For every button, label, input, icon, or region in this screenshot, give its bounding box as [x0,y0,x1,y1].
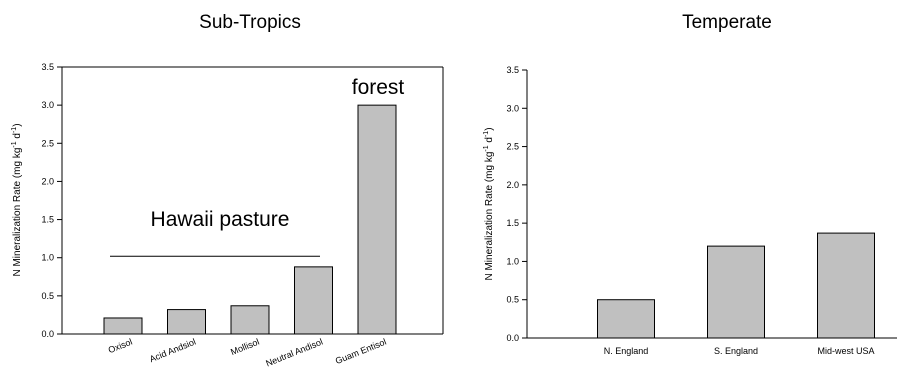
subtropics-ytick-label: 0.0 [41,329,54,339]
temperate-title: Temperate [682,12,772,33]
subtropics-bar [230,305,270,335]
subtropics-ytick-label: 1.0 [41,253,54,263]
subtropics-ytick-label: 3.0 [41,100,54,110]
subtropics-y-label: N Mineralization Rate (mg kg-1 d-1) [11,123,23,276]
subtropics-bar [167,309,206,335]
subtropics-category-label: Mollisol [229,337,261,358]
subtropics-ytick-label: 1.5 [41,215,54,225]
temperate-category-label: N. England [604,346,649,356]
hawaii-pasture-annotation: Hawaii pasture [151,208,290,231]
subtropics-category-label: Guam Entisol [334,337,388,367]
subtropics-ytick-label: 0.5 [41,291,54,301]
temperate-category-label: S. England [714,346,758,356]
subtropics-ytick-label: 3.5 [41,62,54,72]
temperate-ytick-label: 3.0 [506,103,519,113]
subtropics-category-label: Neutral Andisol [264,337,324,369]
subtropics-chart: Sub-Tropics 0.0 0.5 1.0 1.5 2.0 2.5 3.0 3.5 Oxi… [11,12,444,369]
temperate-bar [707,245,765,339]
temperate-bar [597,299,655,339]
temperate-ytick-label: 1.5 [506,218,519,228]
subtropics-bar [357,104,397,335]
subtropics-bar [103,317,143,335]
temperate-ytick-label: 0.0 [506,333,519,343]
subtropics-bar [294,266,333,335]
subtropics-category-label: Oxisol [107,337,134,356]
temperate-ytick-label: 3.5 [506,65,519,75]
temperate-ytick-label: 1.0 [506,256,519,266]
temperate-ytick-label: 0.5 [506,295,519,305]
temperate-y-label: N Mineralization Rate (mg kg-1 d-1) [483,127,495,280]
subtropics-title: Sub-Tropics [199,12,301,33]
subtropics-category-label: Acid Andsiol [148,337,197,365]
forest-annotation: forest [352,76,405,99]
temperate-bar [817,232,875,339]
temperate-ytick-label: 2.0 [506,180,519,190]
subtropics-ytick-label: 2.5 [41,138,54,148]
subtropics-ytick-label: 2.0 [41,176,54,186]
temperate-chart: Temperate 0.0 0.5 1.0 1.5 2.0 2.5 3.0 3.5 N. En… [483,12,897,356]
temperate-category-label: Mid-west USA [817,346,874,356]
temperate-ytick-label: 2.5 [506,142,519,152]
